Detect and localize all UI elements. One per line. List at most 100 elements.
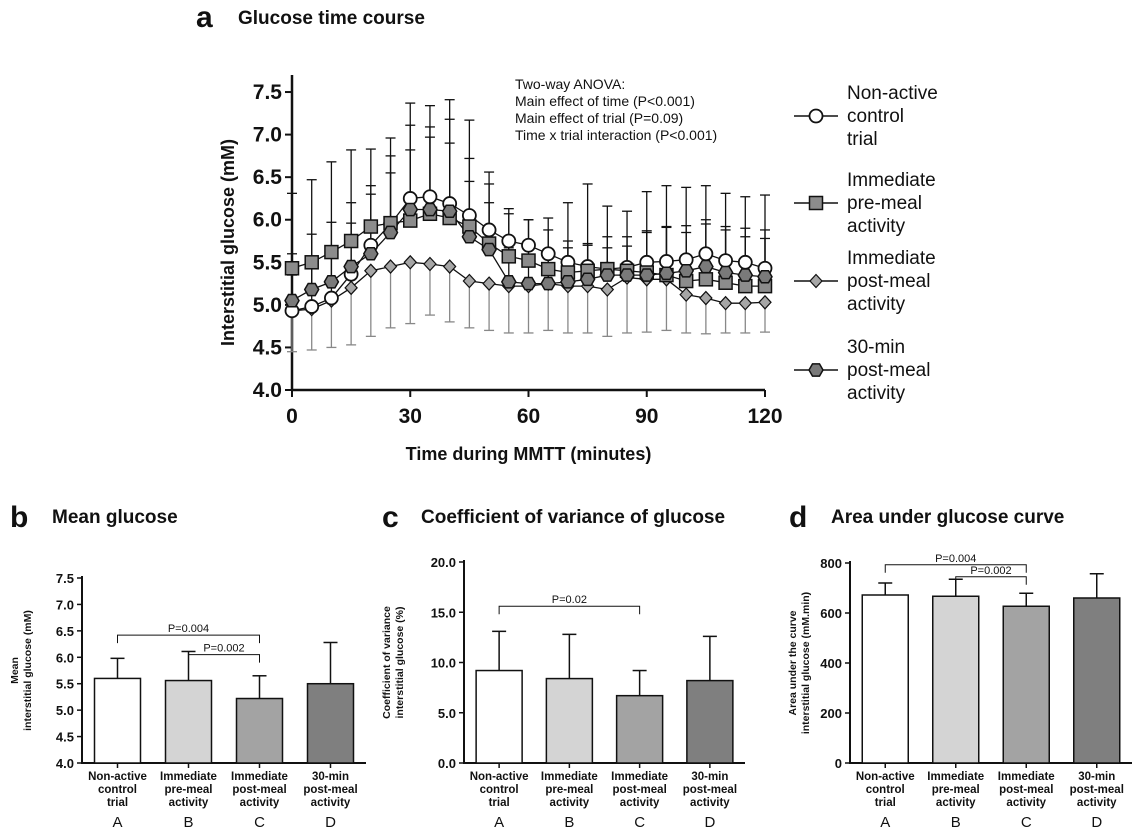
bar (615, 694, 664, 764)
legend-label: Immediate (847, 170, 936, 191)
category-label: post-meal (683, 784, 737, 796)
data-point (737, 268, 754, 282)
category-label: Non-active (856, 771, 915, 783)
data-point (423, 256, 437, 272)
data-point (304, 299, 320, 314)
category-letter: D (1091, 814, 1102, 831)
data-point (521, 237, 536, 253)
bar (861, 594, 909, 764)
data-point (699, 290, 713, 306)
data-point (362, 246, 379, 261)
significance-bracket (117, 634, 260, 644)
p-value-label: P=0.004 (168, 623, 209, 635)
legend-label: activity (847, 216, 906, 237)
y-tick-label: 6.0 (56, 650, 74, 665)
data-point (442, 259, 457, 274)
x-tick-label: 0 (286, 405, 298, 428)
bar (164, 679, 213, 764)
legend-label: post-meal (847, 271, 930, 292)
y-tick-label: 4.5 (56, 730, 74, 745)
y-axis-title-line: interstitial glucose (%) (394, 606, 406, 718)
category-letter: A (494, 814, 504, 831)
data-point (658, 266, 675, 281)
category-label: post-meal (232, 784, 286, 796)
x-axis-title: Time during MMTT (minutes) (406, 444, 652, 464)
y-tick-label: 7.5 (56, 571, 74, 586)
x-tick-label: 90 (635, 405, 658, 428)
y-axis-title-line: Area under the curve (787, 610, 799, 715)
legend-marker (808, 363, 824, 377)
category-label: Immediate (231, 771, 288, 783)
y-tick-label: 5.0 (438, 706, 456, 721)
bar (93, 677, 142, 764)
y-tick-label: 5.0 (56, 703, 74, 718)
legend-label: 30-min (847, 337, 905, 358)
legend-label: activity (847, 383, 906, 404)
data-point (481, 242, 497, 257)
bar (545, 677, 594, 764)
area-under-curve-chart: 0 200 400 600 800 Area under the curve interst… (787, 553, 1132, 831)
coefficient-of-variance-chart: 0.0 5.0 10.0 15.0 20.0 Coefficient of varianc… (381, 555, 745, 831)
category-label: pre-meal (932, 784, 980, 796)
category-label: control (98, 784, 137, 796)
category-label: activity (169, 797, 209, 809)
category-label: trial (489, 797, 510, 809)
y-tick-label: 10.0 (431, 656, 456, 671)
category-letter: C (634, 814, 645, 831)
category-label: pre-meal (165, 784, 213, 796)
legend-label: activity (847, 294, 906, 315)
data-point (698, 246, 714, 262)
bar (932, 595, 980, 764)
data-point (698, 272, 714, 287)
category-label: trial (107, 797, 128, 809)
y-axis-title-line: interstitial glucose (mM) (22, 610, 34, 731)
category-letter: D (704, 814, 715, 831)
legend-label: Immediate (847, 248, 936, 269)
category-label: 30-min (691, 771, 728, 783)
category-letter: A (880, 814, 890, 831)
category-label: Immediate (541, 771, 598, 783)
data-point (284, 293, 300, 308)
legend-marker (808, 195, 824, 211)
panel-a-title: Glucose time course (238, 8, 425, 29)
category-label: post-meal (612, 784, 666, 796)
anova-text-line: Two-way ANOVA: (515, 76, 625, 92)
legend-marker (809, 273, 823, 289)
panel-b-letter: b (10, 501, 28, 534)
category-label: Immediate (611, 771, 668, 783)
data-point (422, 202, 438, 217)
category-label: 30-min (312, 771, 349, 783)
y-tick-label: 6.5 (56, 624, 74, 639)
bar (306, 682, 355, 764)
category-label: Immediate (998, 771, 1055, 783)
x-tick-label: 60 (517, 405, 540, 428)
mean-glucose-chart: 4.0 4.5 5.0 5.5 6.0 6.5 7.0 7.5 Mean interstitial… (9, 571, 366, 831)
bar (235, 697, 284, 764)
data-point (540, 261, 556, 277)
data-point (344, 280, 358, 296)
data-point (738, 295, 753, 311)
y-tick-label: 4.0 (56, 756, 74, 771)
data-point (698, 259, 714, 274)
y-tick-label: 400 (820, 656, 842, 671)
category-letter: B (183, 814, 193, 831)
category-label: activity (1077, 797, 1117, 809)
category-letter: A (112, 814, 122, 831)
data-point (324, 290, 339, 306)
bar (1002, 605, 1050, 764)
legend-marker (808, 108, 824, 124)
data-point (323, 275, 340, 289)
bar (475, 669, 523, 764)
category-label: activity (311, 797, 351, 809)
y-tick-label: 7.0 (56, 597, 74, 612)
x-tick-label: 120 (747, 405, 782, 428)
y-tick-label: 15.0 (431, 605, 456, 620)
data-point (343, 259, 359, 274)
data-point (501, 249, 517, 264)
y-tick-label: 4.0 (253, 379, 282, 402)
data-point (540, 276, 557, 291)
data-point (403, 254, 418, 270)
bar (686, 679, 734, 764)
category-label: post-meal (999, 784, 1053, 796)
